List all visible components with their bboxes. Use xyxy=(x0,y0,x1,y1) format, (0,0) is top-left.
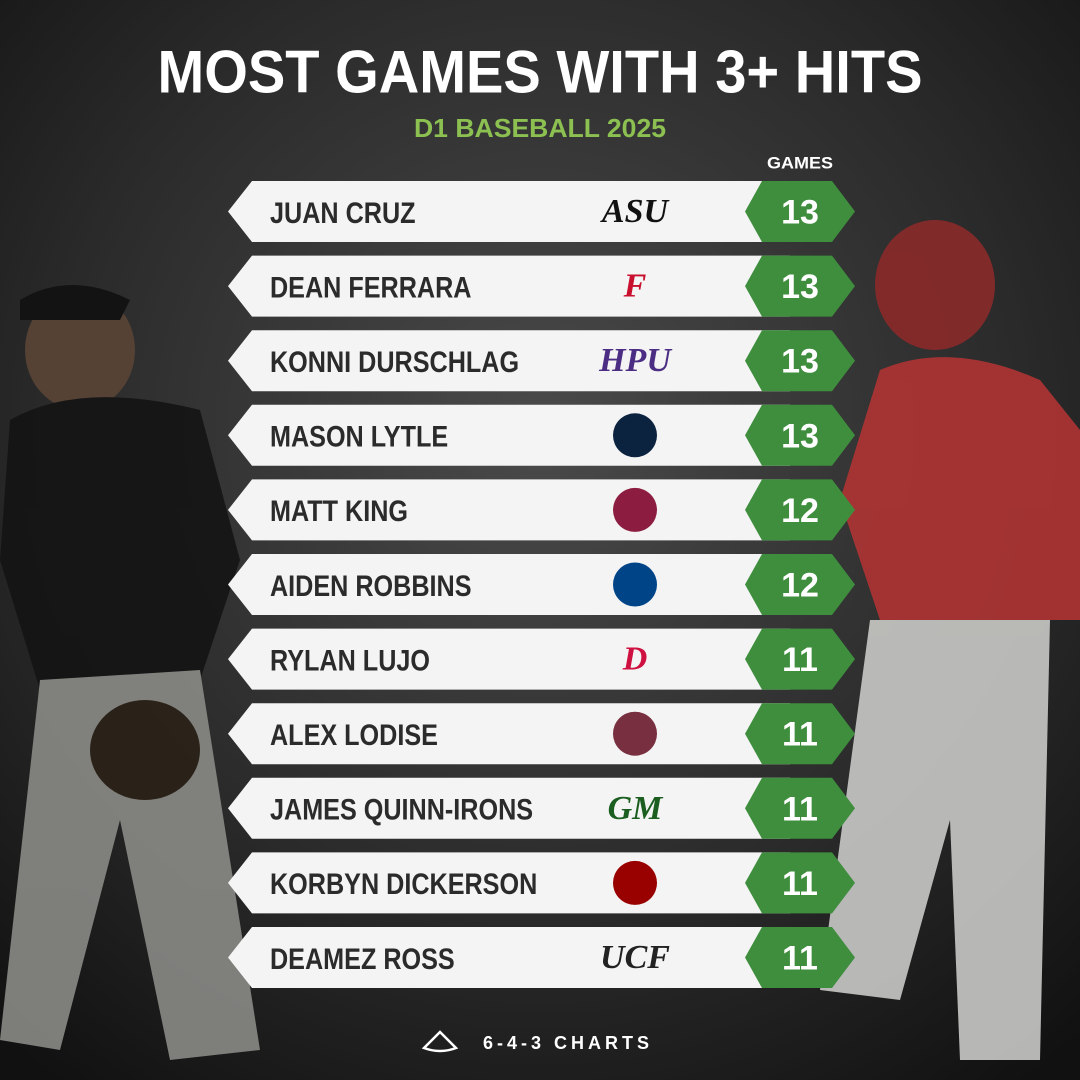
row: AIDEN ROBBINS 12 xyxy=(228,554,855,615)
team-logo: GM xyxy=(608,790,665,827)
games-badge xyxy=(745,852,855,914)
player-name: ALEX LODISE xyxy=(270,718,438,752)
team-logo: D xyxy=(622,641,648,678)
team-logo: HPU xyxy=(598,342,673,379)
row: MASON LYTLE 13 xyxy=(228,404,855,466)
player-name: AIDEN ROBBINS xyxy=(270,569,471,603)
team-logo: ASU xyxy=(600,193,671,230)
row: DEAMEZ ROSS UCF 11 xyxy=(228,927,855,988)
row: DEAN FERRARA F 13 xyxy=(228,255,855,317)
games-badge xyxy=(745,703,855,765)
player-name: DEAMEZ ROSS xyxy=(270,942,455,976)
left-player xyxy=(0,285,260,1060)
row: KONNI DURSCHLAG HPU 13 xyxy=(228,330,855,392)
player-name: MASON LYTLE xyxy=(270,420,448,454)
team-logo xyxy=(613,860,657,905)
column-header: GAMES xyxy=(767,154,833,173)
row: RYLAN LUJO D 11 xyxy=(228,628,855,690)
team-logo: UCF xyxy=(600,939,670,976)
footer: 6-4-3 CHARTS xyxy=(421,1030,653,1053)
row: JAMES QUINN-IRONS GM 11 xyxy=(228,777,855,839)
games-badge xyxy=(745,330,855,392)
games-value: 13 xyxy=(781,194,819,232)
subtitle: D1 BASEBALL 2025 xyxy=(414,113,666,143)
games-value: 13 xyxy=(781,417,819,455)
player-name: JAMES QUINN-IRONS xyxy=(270,793,533,827)
games-value: 13 xyxy=(781,268,819,306)
games-badge xyxy=(745,255,855,317)
row-banner xyxy=(228,777,790,839)
row: JUAN CRUZ ASU 13 xyxy=(228,181,855,242)
games-value: 13 xyxy=(781,343,819,381)
games-badge xyxy=(745,554,855,615)
row: MATT KING 12 xyxy=(228,479,855,541)
games-value: 11 xyxy=(782,716,818,754)
team-logo xyxy=(613,562,657,607)
footer-text: 6-4-3 CHARTS xyxy=(483,1033,653,1053)
player-name: RYLAN LUJO xyxy=(270,643,430,677)
team-logo xyxy=(613,487,657,532)
games-value: 11 xyxy=(782,641,818,679)
player-name: JUAN CRUZ xyxy=(270,196,416,230)
row: KORBYN DICKERSON 11 xyxy=(228,852,855,914)
team-logo: F xyxy=(623,268,647,305)
games-badge xyxy=(745,479,855,541)
games-value: 12 xyxy=(781,567,819,605)
games-badge xyxy=(745,404,855,466)
games-badge xyxy=(745,181,855,242)
player-name: KONNI DURSCHLAG xyxy=(270,345,519,379)
right-player xyxy=(820,220,1080,1060)
title: MOST GAMES WITH 3+ HITS xyxy=(158,39,923,106)
player-name: MATT KING xyxy=(270,494,408,528)
team-logo xyxy=(613,711,657,756)
games-value: 12 xyxy=(781,492,819,530)
team-logo xyxy=(613,413,657,458)
row-banner xyxy=(228,927,790,988)
games-badge xyxy=(745,927,855,988)
player-name: DEAN FERRARA xyxy=(270,270,471,304)
row-banner xyxy=(228,255,790,317)
games-badge xyxy=(745,777,855,839)
row-banner xyxy=(228,628,790,690)
row-banner xyxy=(228,330,790,392)
games-badge xyxy=(745,628,855,690)
player-name: KORBYN DICKERSON xyxy=(270,867,537,901)
games-value: 11 xyxy=(782,790,818,828)
games-value: 11 xyxy=(782,940,818,978)
footer-icon xyxy=(421,1030,459,1053)
row: ALEX LODISE 11 xyxy=(228,703,855,765)
row-banner xyxy=(228,181,790,242)
games-value: 11 xyxy=(782,865,818,903)
